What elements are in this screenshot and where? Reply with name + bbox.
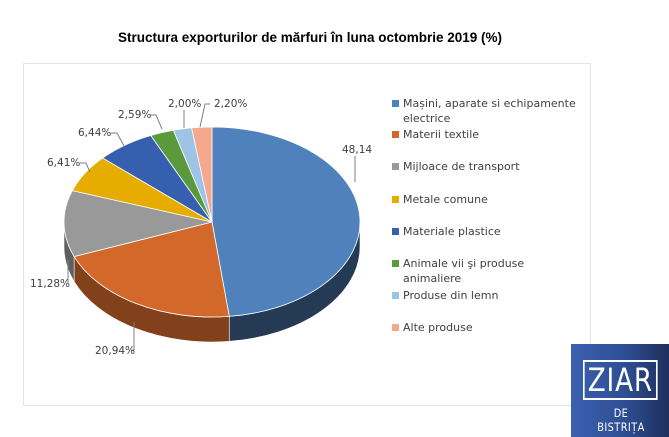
- legend-item: Materii textile: [392, 127, 479, 142]
- logo-main-text: ZIAR: [583, 360, 658, 400]
- logo-sub-text: DE BISTRIȚA: [597, 406, 645, 434]
- pie-labels: 48,14 20,94% 11,28% 6,41% 6,44% 2,59% 2,00% 2,2…: [30, 98, 372, 357]
- pie-slice: [63, 190, 213, 257]
- chart-frame: [23, 63, 591, 406]
- legend-swatch: [392, 163, 399, 170]
- legend-item: Produse din lemn: [392, 288, 498, 303]
- pie-top: [63, 126, 361, 318]
- legend-label: Metale comune: [403, 193, 488, 206]
- legend-item: Animale vii şi produse animaliere: [392, 256, 582, 286]
- legend-item: Alte produse: [392, 320, 473, 335]
- legend-swatch: [392, 260, 399, 267]
- data-label: 6,41%: [47, 157, 80, 169]
- legend-item: Metale comune: [392, 192, 488, 207]
- legend-label: Mijloace de transport: [403, 160, 520, 173]
- legend-label: Produse din lemn: [403, 289, 499, 302]
- chart-title: Structura exporturilor de mărfuri în lun…: [117, 30, 503, 45]
- ziar-de-bistrita-logo[interactable]: ZIAR DE BISTRIȚA: [571, 344, 669, 437]
- legend-swatch: [392, 196, 399, 203]
- leader-line: [80, 162, 91, 173]
- pie-slice: [73, 221, 230, 318]
- legend-swatch: [392, 228, 399, 235]
- leader-line: [111, 132, 125, 147]
- leader-line: [150, 114, 163, 130]
- data-label: 11,28%: [30, 278, 70, 290]
- legend-swatch: [392, 100, 399, 107]
- data-label: 2,59%: [118, 109, 151, 121]
- legend-label: Materii textile: [403, 128, 480, 141]
- legend-label: Animale vii şi produse animaliere: [403, 257, 525, 285]
- legend-label: Materiale plastice: [403, 225, 501, 238]
- data-label: 20,94%: [95, 345, 135, 357]
- data-label: 6,44%: [78, 127, 111, 139]
- data-label: 2,00%: [168, 98, 201, 110]
- leader-line: [199, 103, 210, 128]
- leader-line: [131, 322, 135, 351]
- legend-label: Mașini, aparate si echipamente electrice: [403, 97, 576, 125]
- legend-swatch: [392, 131, 399, 138]
- pie-slice: [191, 126, 213, 223]
- data-label: 2,20%: [214, 98, 247, 110]
- legend-swatch: [392, 324, 399, 331]
- legend-label: Alte produse: [403, 321, 473, 334]
- pie-slice: [211, 126, 361, 317]
- data-label: 48,14: [342, 144, 372, 156]
- legend-item: Mașini, aparate si echipamente electrice: [392, 96, 576, 126]
- legend-swatch: [392, 292, 399, 299]
- legend-item: Mijloace de transport: [392, 159, 520, 174]
- legend-item: Materiale plastice: [392, 224, 501, 239]
